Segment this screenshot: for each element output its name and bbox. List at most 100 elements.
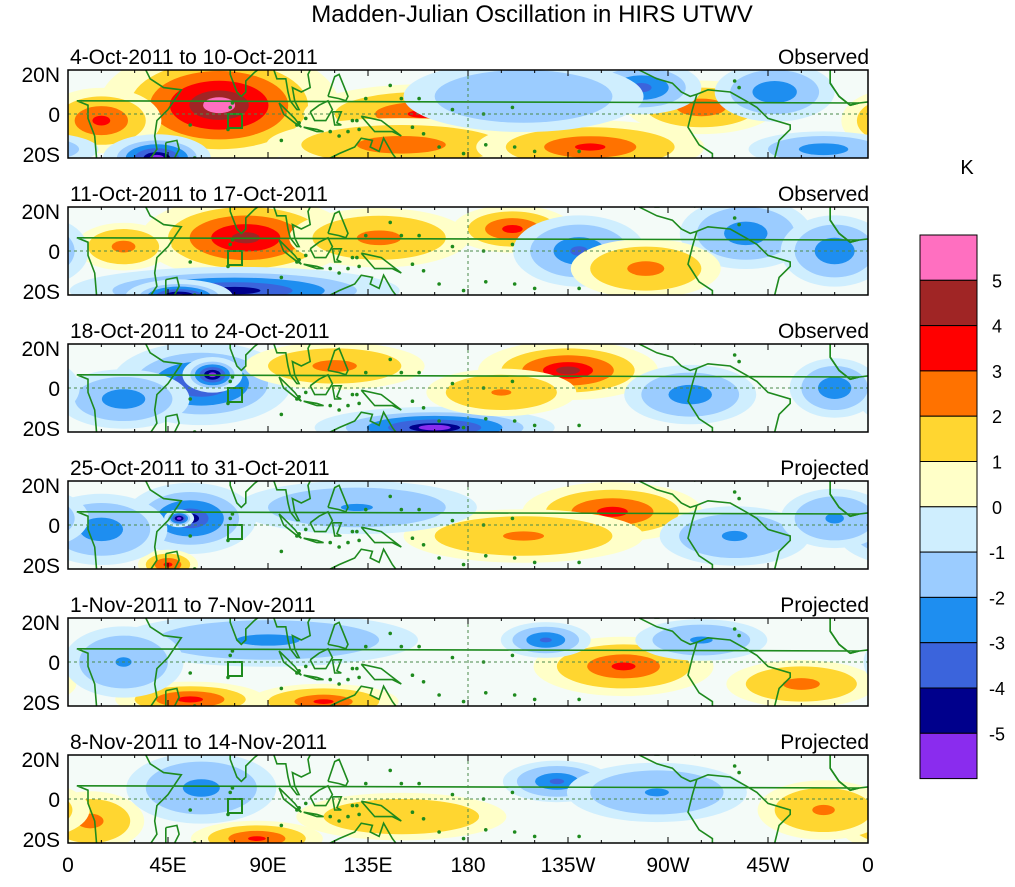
island bbox=[388, 631, 393, 636]
anomaly-contour bbox=[418, 424, 451, 431]
coastline bbox=[229, 481, 260, 509]
island bbox=[577, 560, 581, 565]
coastline bbox=[303, 674, 324, 681]
island bbox=[346, 129, 350, 134]
lat-tick-label: 20N bbox=[21, 201, 60, 224]
island bbox=[399, 781, 404, 786]
anomaly-contour bbox=[356, 230, 402, 246]
island bbox=[450, 107, 455, 112]
coastline bbox=[335, 744, 337, 751]
island bbox=[388, 83, 393, 88]
coastline bbox=[165, 276, 180, 295]
coastline bbox=[328, 821, 397, 843]
island bbox=[732, 216, 737, 220]
reference-box bbox=[227, 798, 243, 814]
anomaly-contour bbox=[892, 116, 910, 126]
coastline bbox=[360, 800, 402, 822]
island bbox=[410, 673, 415, 677]
coastline bbox=[335, 196, 337, 203]
colorbar-swatch bbox=[919, 506, 978, 553]
coastline bbox=[829, 70, 868, 107]
island bbox=[399, 233, 404, 238]
island bbox=[512, 830, 517, 834]
anomaly-contour bbox=[721, 530, 748, 542]
island bbox=[328, 266, 333, 271]
coastline bbox=[637, 344, 791, 432]
anomaly-contour bbox=[597, 506, 628, 517]
anomaly-contour bbox=[1003, 97, 1015, 113]
island bbox=[577, 149, 581, 154]
anomaly-contour bbox=[236, 634, 300, 646]
island bbox=[461, 425, 466, 430]
coastline bbox=[687, 641, 714, 706]
island bbox=[512, 693, 517, 697]
panel-status: Observed bbox=[778, 183, 869, 206]
coastline bbox=[309, 647, 334, 670]
coastline bbox=[335, 59, 337, 66]
island bbox=[388, 494, 393, 499]
island bbox=[357, 538, 361, 543]
island bbox=[461, 562, 466, 567]
island bbox=[230, 101, 235, 105]
colorbar-label: 4 bbox=[992, 317, 1002, 337]
island bbox=[483, 280, 488, 284]
lat-tick-label: 0 bbox=[48, 515, 60, 538]
lat-tick-label: 0 bbox=[48, 104, 60, 127]
island bbox=[737, 359, 741, 364]
colorbar-label: -3 bbox=[989, 634, 1005, 654]
coastline bbox=[327, 484, 349, 513]
island bbox=[737, 222, 741, 227]
coastline bbox=[637, 755, 791, 843]
coastline bbox=[360, 663, 402, 685]
anomaly-contour bbox=[203, 97, 236, 114]
anomaly-contour bbox=[863, 648, 868, 676]
island bbox=[363, 644, 368, 649]
coastline bbox=[278, 376, 302, 402]
island bbox=[437, 556, 441, 560]
island bbox=[303, 390, 308, 395]
island bbox=[737, 633, 741, 638]
coastline bbox=[829, 618, 868, 655]
island bbox=[732, 627, 737, 631]
island bbox=[483, 554, 488, 558]
island bbox=[357, 264, 361, 269]
anomaly-contour bbox=[0, 678, 20, 690]
anomaly-contour bbox=[68, 236, 75, 266]
island bbox=[295, 123, 299, 127]
coastline bbox=[637, 618, 791, 706]
colorbar-swatch bbox=[919, 325, 978, 372]
anomaly-contour bbox=[68, 368, 80, 408]
island bbox=[230, 375, 235, 379]
island bbox=[350, 118, 355, 123]
panel-date-range: 25-Oct-2011 to 31-Oct-2011 bbox=[70, 457, 330, 480]
island bbox=[410, 536, 415, 540]
coastline bbox=[229, 207, 260, 235]
island bbox=[346, 814, 350, 819]
island bbox=[346, 403, 350, 408]
reference-box bbox=[227, 113, 243, 129]
island bbox=[350, 529, 355, 534]
coastline bbox=[327, 758, 349, 787]
island bbox=[577, 834, 581, 839]
island bbox=[737, 496, 741, 501]
island bbox=[355, 118, 359, 123]
island bbox=[450, 381, 455, 386]
colorbar-label: -2 bbox=[989, 588, 1005, 608]
anomaly-contour bbox=[503, 531, 545, 541]
colorbar-swatch bbox=[919, 234, 978, 281]
reference-box bbox=[227, 250, 243, 266]
island bbox=[732, 490, 737, 494]
island bbox=[297, 806, 301, 810]
lat-tick-label: 0 bbox=[48, 241, 60, 264]
island bbox=[350, 392, 355, 397]
colorbar-swatch bbox=[919, 551, 978, 598]
lon-tick-label: 0 bbox=[862, 854, 874, 877]
colorbar-swatch bbox=[919, 415, 978, 463]
island bbox=[512, 282, 517, 286]
colorbar-label: -1 bbox=[989, 543, 1005, 563]
anomaly-contour bbox=[92, 115, 111, 126]
anomaly-contour bbox=[0, 198, 12, 269]
anomaly-contour bbox=[575, 143, 606, 151]
coastline bbox=[829, 481, 868, 518]
island bbox=[303, 664, 308, 669]
